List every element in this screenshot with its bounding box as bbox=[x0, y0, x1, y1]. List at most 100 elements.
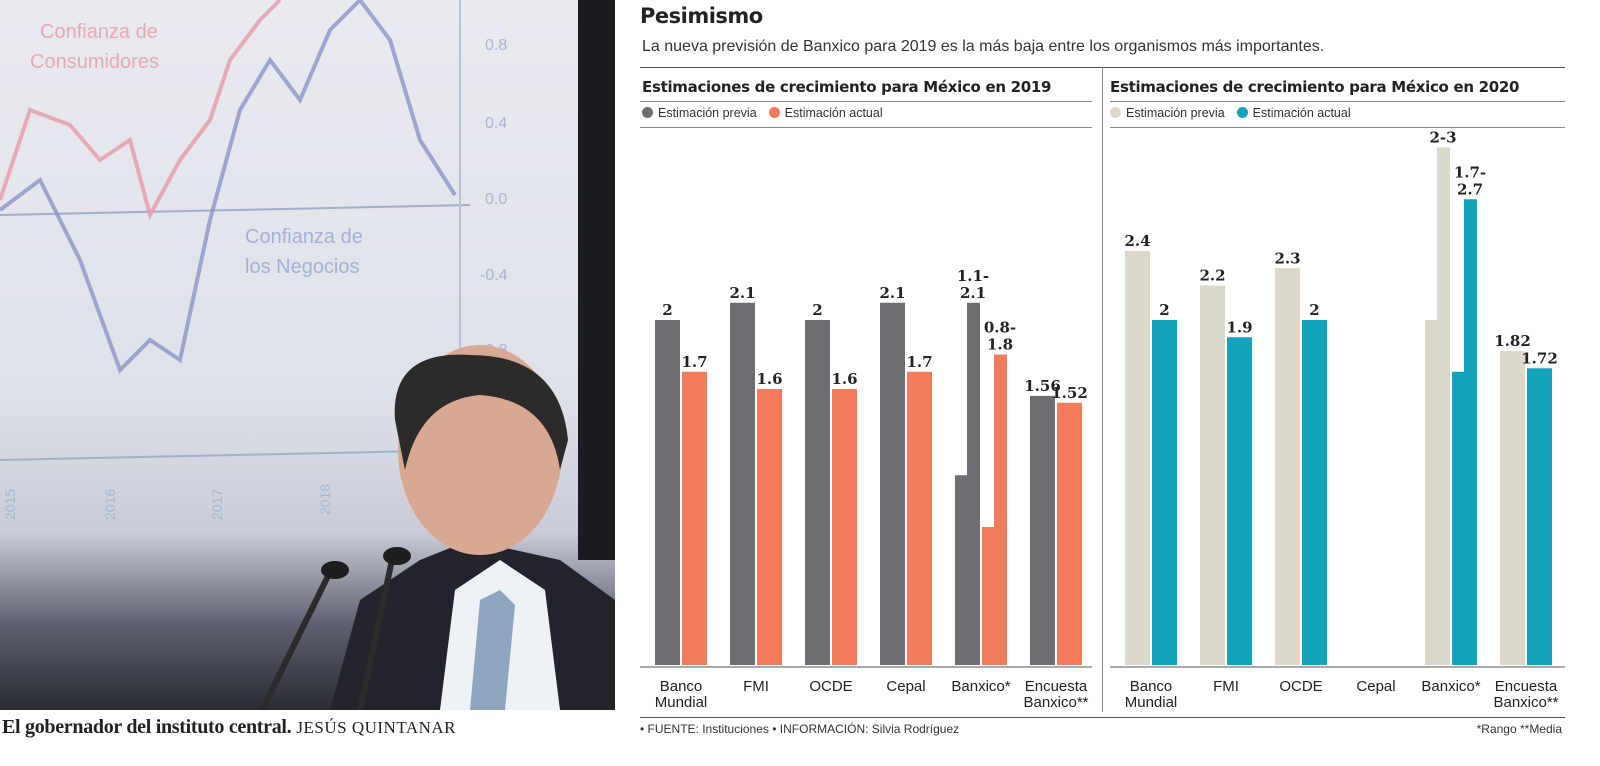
data-label: 2 bbox=[1159, 301, 1169, 319]
data-label: 1.6 bbox=[756, 370, 782, 388]
page-subtitle: La nueva previsión de Banxico para 2019 … bbox=[642, 38, 1325, 55]
data-label: 1.6 bbox=[831, 370, 857, 388]
data-label: 1.8 bbox=[987, 336, 1013, 354]
svg-text:Consumidores: Consumidores bbox=[30, 51, 159, 73]
divider bbox=[640, 127, 1092, 128]
photo-illustration: Confianza de Consumidores Confianza de l… bbox=[0, 0, 615, 710]
data-label: 1.7 bbox=[906, 353, 932, 371]
data-label: 1.82 bbox=[1494, 332, 1531, 350]
legend-item: Estimación actual bbox=[1236, 106, 1351, 120]
legend-swatch bbox=[1110, 107, 1121, 118]
bar-range-high bbox=[1437, 147, 1450, 665]
data-label: 2.2 bbox=[1199, 267, 1225, 285]
svg-text:2016: 2016 bbox=[102, 489, 118, 520]
bar bbox=[655, 320, 680, 665]
bar bbox=[1057, 402, 1082, 665]
legend-2019: Estimación previa Estimación actual bbox=[642, 106, 883, 120]
divider bbox=[1110, 101, 1565, 102]
bar bbox=[1125, 251, 1150, 665]
bar bbox=[1200, 285, 1225, 665]
data-label: 1.52 bbox=[1051, 384, 1088, 402]
bar bbox=[757, 389, 782, 665]
category-label: Encuesta Banxico** bbox=[1023, 678, 1089, 711]
bar bbox=[832, 389, 857, 665]
legend-label: Estimación actual bbox=[1252, 106, 1351, 120]
data-label: 2-3 bbox=[1429, 129, 1456, 147]
bar-range-low bbox=[982, 527, 994, 665]
bar bbox=[730, 302, 755, 665]
svg-text:los Negocios: los Negocios bbox=[245, 256, 360, 278]
chart-title-2019: Estimaciones de crecimiento para México … bbox=[642, 78, 1052, 96]
legend-label: Estimación previa bbox=[658, 106, 757, 120]
data-label: 1.7- bbox=[1454, 163, 1486, 181]
bar bbox=[907, 371, 932, 665]
bar-range-low bbox=[1452, 371, 1464, 665]
svg-text:-0.4: -0.4 bbox=[480, 267, 508, 284]
divider bbox=[1110, 127, 1565, 128]
data-label: 1.7 bbox=[681, 353, 707, 371]
svg-text:2017: 2017 bbox=[209, 489, 225, 520]
data-label: 2 bbox=[662, 301, 672, 319]
category-label: FMI bbox=[743, 678, 769, 695]
data-label: 1.9 bbox=[1226, 318, 1252, 336]
data-label: 1.56 bbox=[1024, 377, 1061, 395]
legend-item: Estimación actual bbox=[768, 106, 883, 120]
data-label: 2.3 bbox=[1274, 249, 1300, 267]
data-label: 2.1 bbox=[960, 284, 986, 302]
legend-notes: *Rango **Media bbox=[1476, 722, 1562, 736]
data-label: 1.1- bbox=[957, 267, 989, 285]
legend-item: Estimación previa bbox=[642, 106, 757, 120]
data-label: 2.1 bbox=[729, 284, 755, 302]
svg-text:Confianza de: Confianza de bbox=[245, 226, 363, 248]
category-label: OCDE bbox=[809, 678, 853, 695]
chart-title-2020: Estimaciones de crecimiento para México … bbox=[1110, 78, 1520, 96]
data-label: 2 bbox=[812, 301, 822, 319]
bar bbox=[880, 302, 905, 665]
bar bbox=[1152, 320, 1177, 665]
data-label: 2.4 bbox=[1124, 232, 1150, 250]
bar-range-high bbox=[994, 354, 1007, 665]
category-label: Cepal bbox=[886, 678, 926, 695]
bar bbox=[1302, 320, 1327, 665]
category-label: OCDE bbox=[1279, 678, 1323, 695]
category-label: Banxico* bbox=[951, 678, 1011, 695]
divider bbox=[640, 717, 1565, 718]
bar-range-high bbox=[1464, 199, 1477, 665]
divider bbox=[640, 101, 1092, 102]
legend-swatch bbox=[1236, 107, 1248, 118]
legend-label: Estimación previa bbox=[1126, 106, 1225, 120]
bar bbox=[805, 320, 830, 665]
bar-range-high bbox=[967, 302, 980, 665]
category-label: Banxico* bbox=[1421, 678, 1481, 695]
source-note: • FUENTE: Instituciones • INFORMACIÓN: S… bbox=[640, 722, 960, 736]
legend-item: Estimación previa bbox=[1110, 106, 1225, 120]
category-label: Banco Mundial bbox=[654, 678, 708, 711]
category-label: FMI bbox=[1213, 678, 1239, 695]
svg-text:2018: 2018 bbox=[317, 484, 333, 515]
data-label: 2.7 bbox=[1457, 180, 1483, 198]
svg-text:Confianza de: Confianza de bbox=[40, 21, 158, 43]
svg-text:2015: 2015 bbox=[2, 489, 18, 520]
bar bbox=[1275, 268, 1300, 665]
legend-swatch bbox=[642, 107, 653, 118]
svg-text:0.4: 0.4 bbox=[485, 115, 507, 132]
data-label: 0.8- bbox=[984, 319, 1016, 337]
legend-swatch bbox=[768, 107, 780, 118]
legend-label: Estimación actual bbox=[784, 106, 883, 120]
bar bbox=[1227, 337, 1252, 665]
data-label: 2.1 bbox=[879, 284, 905, 302]
category-label: Banco Mundial bbox=[1124, 678, 1178, 711]
data-label: 2 bbox=[1309, 301, 1319, 319]
panel-divider bbox=[1102, 67, 1103, 712]
photo-governor: Confianza de Consumidores Confianza de l… bbox=[0, 0, 615, 710]
photo-caption: El gobernador del instituto central. JES… bbox=[2, 716, 456, 739]
bar-range-low bbox=[955, 475, 967, 665]
bar bbox=[1527, 368, 1552, 665]
svg-text:0.8: 0.8 bbox=[485, 37, 507, 54]
data-label: 1.72 bbox=[1521, 349, 1558, 367]
photo-credit: JESÚS QUINTANAR bbox=[296, 718, 457, 737]
legend-2020: Estimación previa Estimación actual bbox=[1110, 106, 1351, 120]
svg-text:0.0: 0.0 bbox=[485, 191, 507, 208]
page-title: Pesimismo bbox=[640, 4, 763, 28]
